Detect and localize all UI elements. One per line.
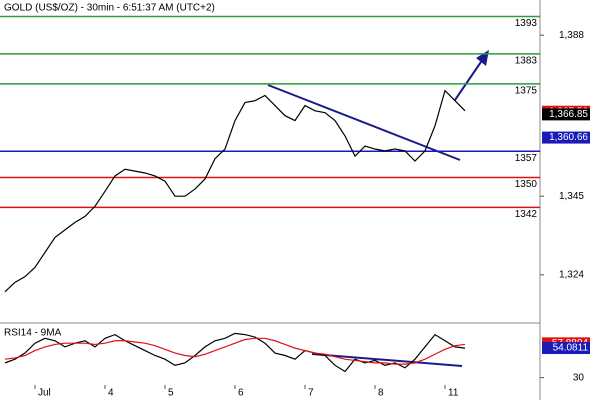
price-tag-label: 1,366.85	[549, 109, 588, 120]
rsi-trend-line	[311, 353, 463, 367]
trend-line	[267, 84, 461, 161]
level-label: 1393	[515, 18, 538, 29]
arrow-line	[454, 55, 486, 101]
x-tick-label: 6	[238, 388, 244, 399]
price-tag-label: 1,360.66	[549, 132, 588, 143]
y-tick-label: 30	[573, 372, 585, 383]
x-tick-label: 8	[378, 388, 384, 399]
y-tick-label: 1,345	[559, 191, 584, 202]
y-tick-label: 1,324	[559, 269, 584, 280]
chart-title: GOLD (US$/OZ) - 30min - 6:51:37 AM (UTC+…	[4, 3, 215, 14]
x-tick-label: 7	[308, 388, 314, 399]
y-tick-label: 1,388	[559, 30, 584, 41]
x-tick-label: 11	[448, 388, 459, 399]
level-label: 1383	[515, 56, 538, 67]
x-tick-label: 4	[108, 388, 114, 399]
series-line	[4, 89, 466, 293]
series-line	[4, 337, 466, 365]
rsi-title: RSI14 - 9MA	[4, 328, 62, 339]
price-tag-label: 54.0811	[553, 343, 589, 354]
x-tick-label: Jul	[38, 388, 51, 399]
price-tag	[542, 342, 590, 355]
x-tick-label: 5	[168, 388, 174, 399]
series-line	[4, 332, 466, 373]
level-label: 1342	[515, 209, 538, 220]
level-label: 1350	[515, 179, 538, 190]
price-tag	[542, 131, 590, 144]
level-label: 1357	[515, 153, 538, 164]
level-label: 1375	[515, 86, 538, 97]
price-tag	[542, 108, 590, 121]
